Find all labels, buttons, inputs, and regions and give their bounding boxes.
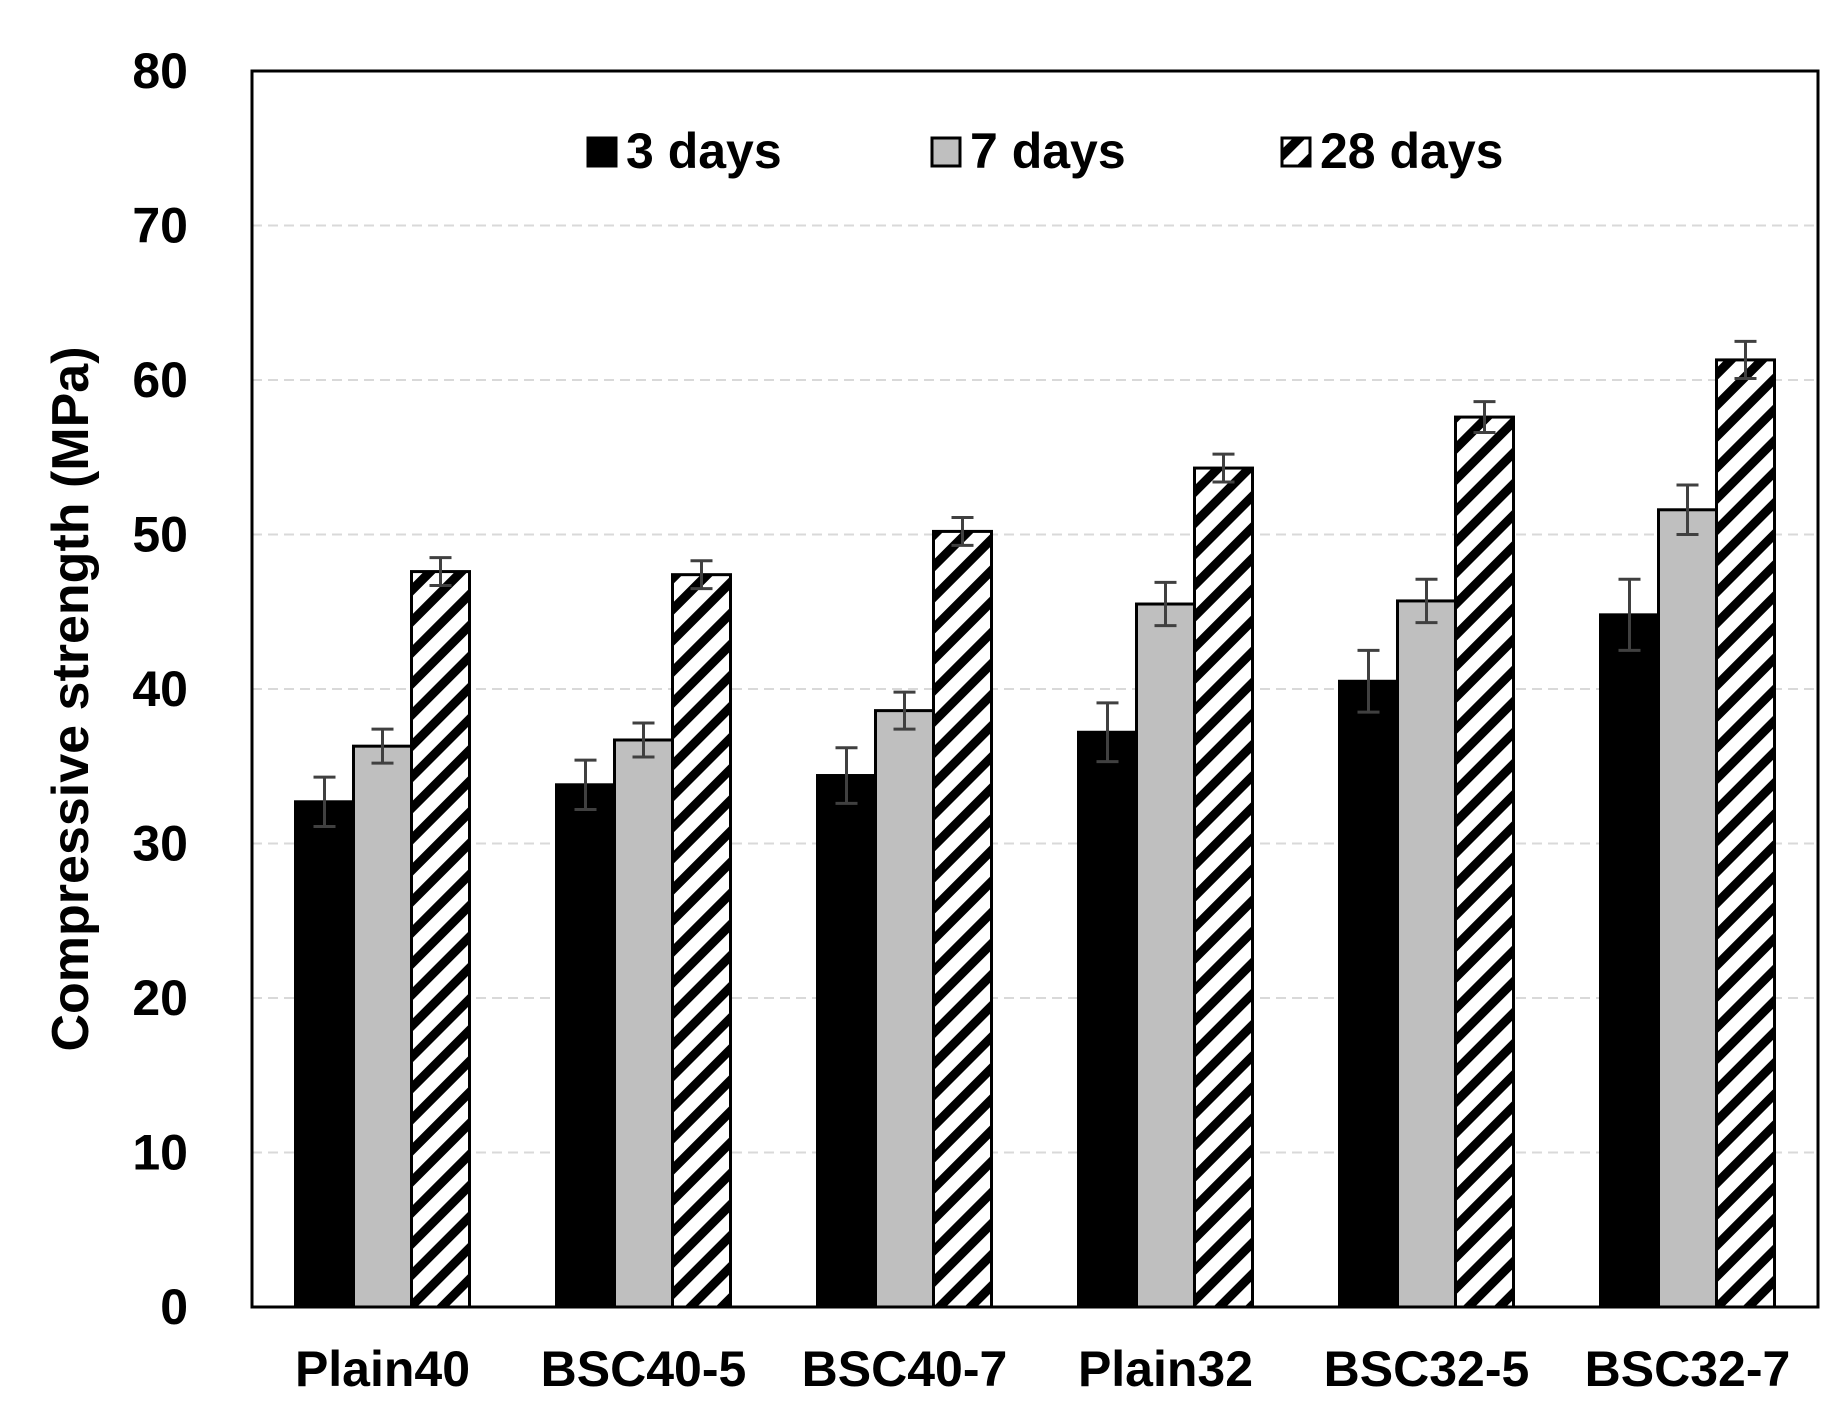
- error-bar: [690, 559, 713, 591]
- legend-item-3-days: 3 days: [586, 123, 782, 179]
- x-tick-label: BSC32-5: [1324, 1341, 1530, 1397]
- bar-28-days-plain32: [1193, 466, 1254, 1309]
- error-bar: [632, 721, 655, 759]
- error-bar: [893, 690, 916, 731]
- y-tick-label: 20: [132, 970, 188, 1026]
- x-tick-label: BSC32-7: [1585, 1341, 1791, 1397]
- legend-item-28-days: 28 days: [1280, 123, 1503, 179]
- x-tick-label: BSC40-5: [541, 1341, 747, 1397]
- bar-3-days-plain32: [1077, 730, 1138, 1309]
- legend-label: 7 days: [970, 123, 1126, 179]
- error-bar: [574, 758, 597, 812]
- y-tick-label: 10: [132, 1125, 188, 1181]
- legend-swatch: [930, 136, 962, 168]
- bar-28-days-bsc32-7: [1715, 358, 1776, 1309]
- bar-3-days-bsc32-7: [1599, 613, 1660, 1309]
- x-axis-ticks: Plain40 BSC40-5 BSC40-7 Plain32 BSC32-5 BSC32…: [295, 1341, 1790, 1397]
- bar-3-days-bsc32-5: [1338, 679, 1399, 1309]
- bar-7-days-bsc32-5: [1396, 599, 1457, 1309]
- legend-label: 3 days: [626, 123, 782, 179]
- x-tick-label: Plain40: [295, 1341, 470, 1397]
- bar-7-days-bsc40-7: [874, 709, 935, 1309]
- error-bar: [1415, 577, 1438, 625]
- error-bar: [835, 746, 858, 805]
- bar-7-days-plain32: [1135, 602, 1196, 1309]
- legend-swatch: [1280, 136, 1312, 168]
- bar-3-days-bsc40-7: [816, 774, 877, 1309]
- bar-28-days-bsc32-5: [1454, 415, 1515, 1309]
- x-tick-label: BSC40-7: [802, 1341, 1008, 1397]
- error-bars: [313, 339, 1757, 829]
- y-axis-title: Compressive strength (MPa): [42, 346, 100, 1051]
- plot-area-frame: [250, 69, 1820, 1309]
- error-bar: [1096, 701, 1119, 764]
- legend: 3 days 7 days 28 days: [586, 123, 1503, 179]
- legend-item-7-days: 7 days: [930, 123, 1126, 179]
- y-tick-label: 70: [132, 198, 188, 254]
- y-tick-label: 50: [132, 507, 188, 563]
- error-bar: [1154, 580, 1177, 628]
- y-tick-label: 40: [132, 661, 188, 717]
- error-bar: [313, 775, 336, 829]
- error-bar: [1212, 452, 1235, 484]
- error-bar: [951, 516, 974, 547]
- bar-7-days-plain40: [352, 744, 413, 1309]
- error-bar: [371, 727, 394, 765]
- bar-7-days-bsc32-7: [1657, 508, 1718, 1309]
- legend-swatch: [586, 136, 618, 168]
- bar-3-days-bsc40-5: [555, 783, 616, 1309]
- error-bar: [429, 556, 452, 587]
- y-tick-label: 80: [132, 43, 188, 99]
- y-tick-label: 0: [160, 1279, 188, 1335]
- legend-label: 28 days: [1320, 123, 1503, 179]
- y-axis-ticks: 0 10 20 30 40 50 60 70 80: [132, 43, 188, 1335]
- bar-7-days-bsc40-5: [613, 738, 674, 1309]
- error-bar: [1734, 339, 1757, 380]
- bar-28-days-bsc40-5: [671, 573, 732, 1309]
- bar-3-days-plain40: [294, 800, 355, 1309]
- x-tick-label: Plain32: [1078, 1341, 1253, 1397]
- y-tick-label: 30: [132, 816, 188, 872]
- error-bar: [1357, 648, 1380, 714]
- bars: [294, 358, 1776, 1309]
- error-bar: [1618, 577, 1641, 652]
- bar-28-days-plain40: [410, 570, 471, 1309]
- gridlines: [252, 224, 1818, 1154]
- error-bar: [1676, 483, 1699, 536]
- y-tick-label: 60: [132, 352, 188, 408]
- error-bar: [1473, 400, 1496, 435]
- bar-28-days-bsc40-7: [932, 529, 993, 1309]
